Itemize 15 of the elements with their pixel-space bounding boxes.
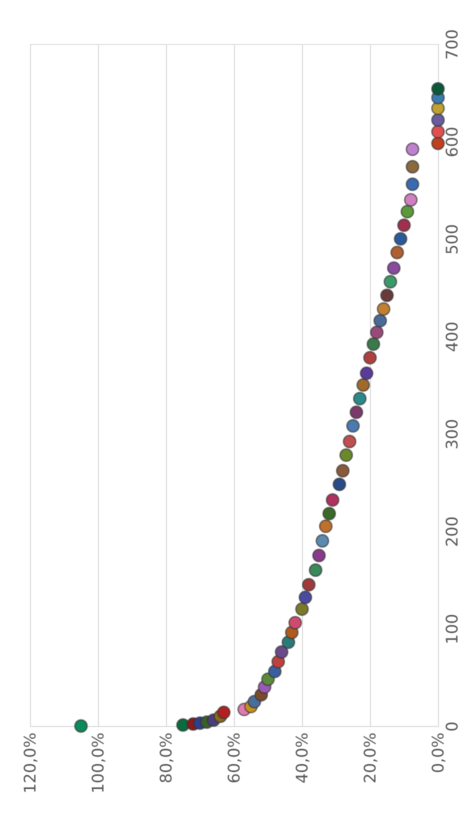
y-tick-label: 0 — [442, 721, 462, 732]
y-tick-label: 400 — [442, 322, 462, 352]
x-tick-label: 100,0% — [88, 732, 108, 794]
x-tick-label: 40,0% — [292, 732, 312, 784]
y-tick-label: 200 — [442, 516, 462, 547]
y-tick-label: 100 — [442, 614, 462, 644]
x-tick-label: 0,0% — [428, 732, 448, 774]
y-tick-label: 500 — [442, 224, 462, 255]
x-tick-label: 120,0% — [20, 732, 40, 794]
y-tick-label: 300 — [442, 418, 462, 450]
x-tick-label: 60,0% — [224, 732, 244, 784]
x-tick-label: 20,0% — [360, 732, 380, 784]
y-tick-label: 700 — [442, 29, 462, 60]
x-tick-label: 80,0% — [156, 732, 176, 784]
y-tick-label: 600 — [442, 126, 462, 158]
